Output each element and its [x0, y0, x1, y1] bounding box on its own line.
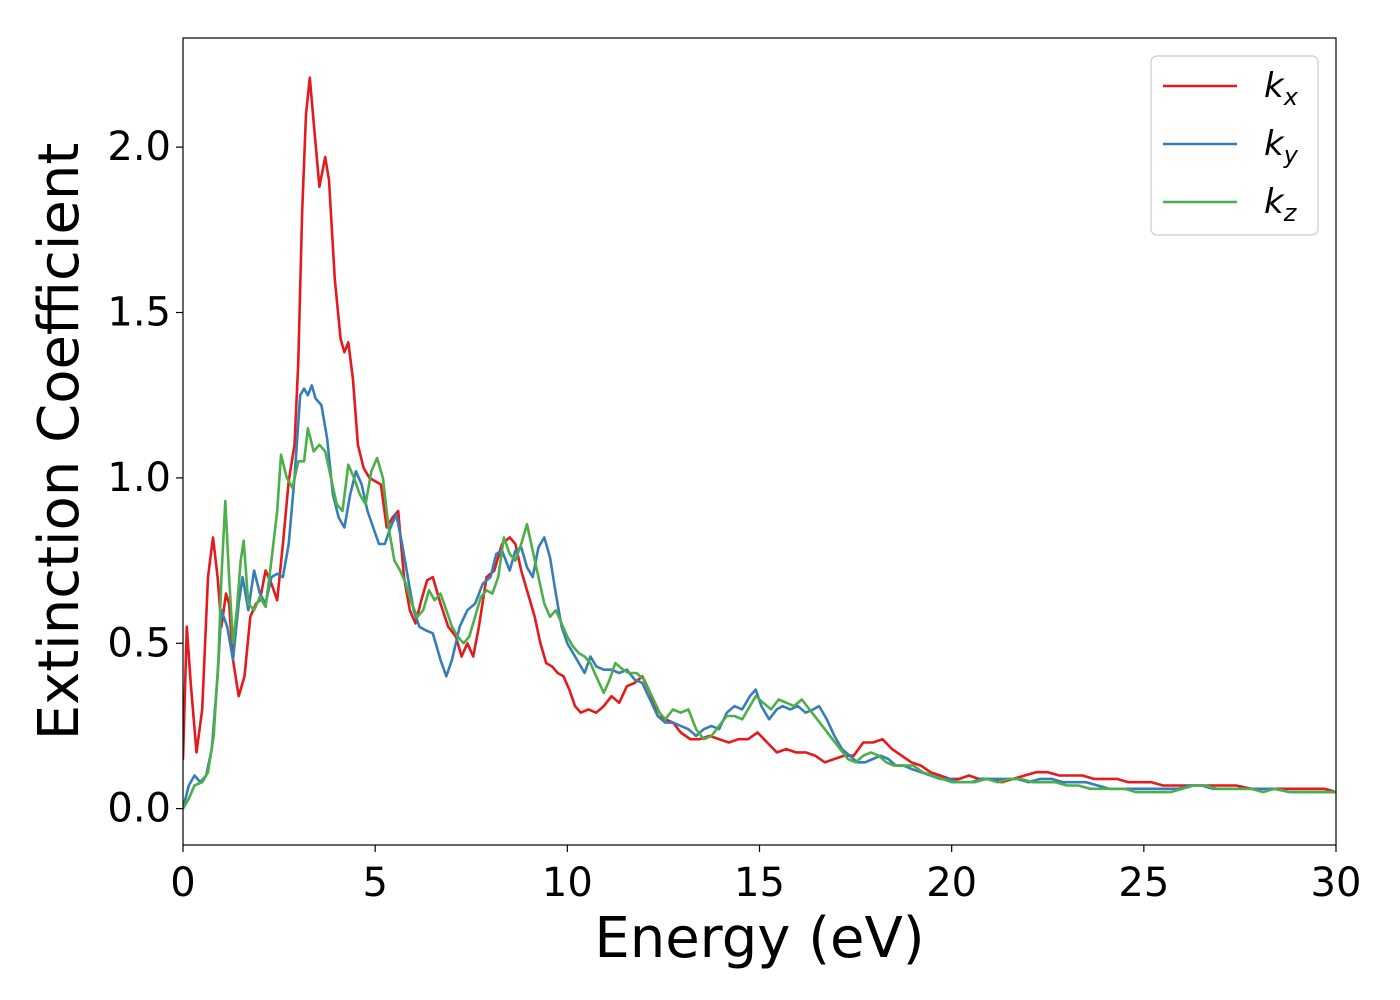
series-line-x	[183, 76, 1336, 794]
x-tick-label: 10	[542, 860, 593, 906]
y-tick-label: 1.0	[107, 455, 171, 501]
ticks-layer: 0 5 10 15 20 25 30 0.0 0.5 1.0 1.5 2.0	[107, 124, 1361, 906]
legend-box	[1150, 55, 1319, 236]
y-tick-label: 0.0	[107, 786, 171, 832]
series-line-z	[183, 427, 1336, 810]
legend: kx ky kz	[1150, 55, 1319, 236]
y-axis-label: Extinction Coefficient	[27, 143, 92, 741]
x-tick-label: 5	[362, 860, 387, 906]
x-tick-label: 25	[1118, 860, 1169, 906]
x-tick-label: 0	[170, 860, 195, 906]
series-layer	[183, 76, 1336, 810]
y-tick-label: 2.0	[107, 124, 171, 170]
x-tick-label: 15	[734, 860, 785, 906]
y-tick-label: 0.5	[107, 620, 171, 666]
legend-label-x: kx	[1264, 66, 1299, 111]
legend-label-y: ky	[1264, 124, 1299, 169]
legend-entries: kx ky kz	[1163, 66, 1299, 227]
x-axis-label: Energy (eV)	[594, 906, 924, 971]
legend-label-z: kz	[1264, 182, 1298, 227]
y-tick-label: 1.5	[107, 290, 171, 336]
series-line-y	[183, 384, 1336, 810]
x-tick-label: 30	[1311, 860, 1362, 906]
x-tick-label: 20	[926, 860, 977, 906]
